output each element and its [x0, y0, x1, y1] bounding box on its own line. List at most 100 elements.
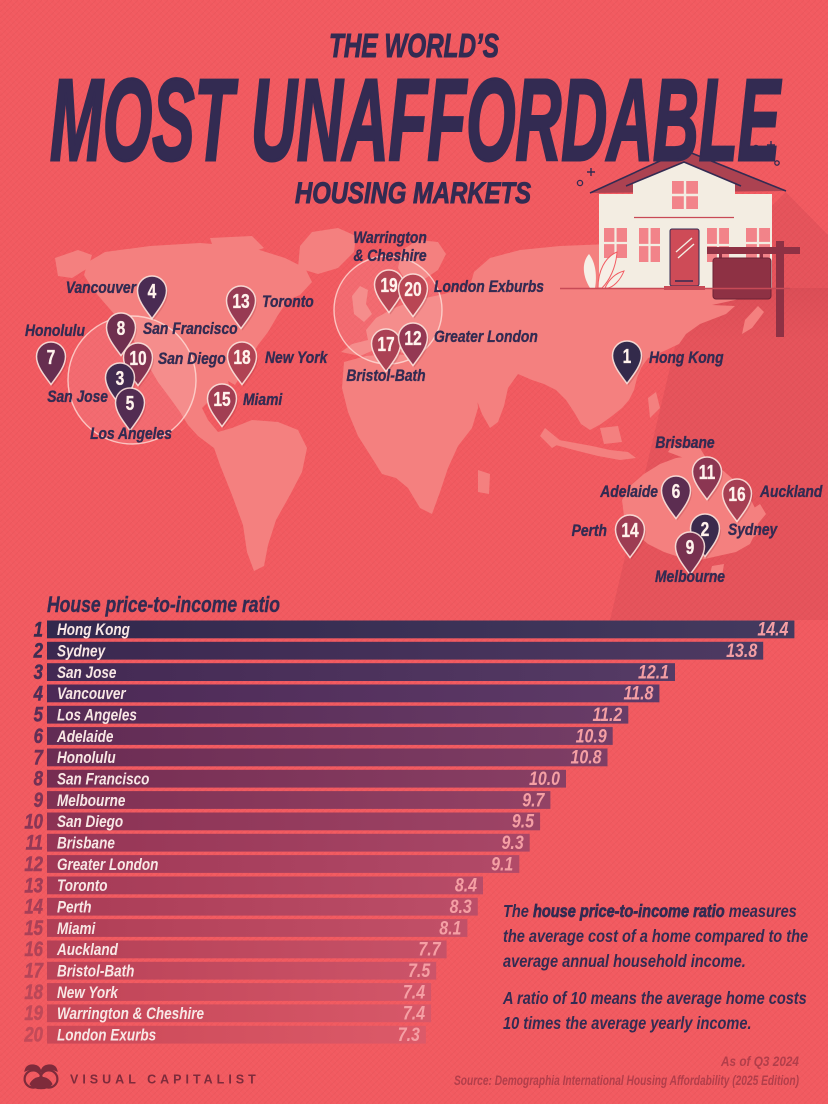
svg-text:6: 6	[34, 725, 44, 748]
svg-text:Auckland: Auckland	[759, 483, 823, 501]
svg-text:Los Angeles: Los Angeles	[57, 706, 137, 725]
svg-text:16: 16	[24, 938, 43, 961]
svg-text:12.1: 12.1	[638, 661, 669, 683]
svg-text:A ratio of 10 means the averag: A ratio of 10 means the average home cos…	[502, 989, 807, 1009]
svg-text:average annual household incom: average annual household income.	[503, 952, 746, 972]
svg-text:9.7: 9.7	[522, 789, 545, 811]
svg-text:Bristol-Bath: Bristol-Bath	[57, 962, 134, 981]
svg-text:Toronto: Toronto	[57, 877, 108, 896]
svg-text:17: 17	[377, 333, 394, 356]
svg-text:16: 16	[728, 483, 745, 506]
svg-text:14: 14	[24, 896, 43, 919]
svg-text:Toronto: Toronto	[262, 293, 314, 311]
svg-text:Greater London: Greater London	[57, 856, 158, 875]
svg-text:9: 9	[686, 536, 695, 559]
svg-text:London Exurbs: London Exurbs	[57, 1026, 156, 1045]
svg-text:Melbourne: Melbourne	[57, 792, 125, 811]
svg-text:Honolulu: Honolulu	[25, 322, 86, 340]
svg-text:13.8: 13.8	[726, 640, 757, 662]
svg-text:18: 18	[24, 981, 43, 1004]
svg-text:The house price-to-income rati: The house price-to-income ratio measures	[503, 902, 797, 922]
svg-text:13: 13	[232, 290, 249, 313]
svg-text:7.7: 7.7	[418, 938, 441, 960]
svg-text:10.8: 10.8	[570, 746, 601, 768]
svg-text:Hong Kong: Hong Kong	[649, 349, 724, 367]
svg-text:10.9: 10.9	[576, 725, 607, 747]
svg-text:Auckland: Auckland	[56, 941, 118, 960]
svg-text:1: 1	[623, 345, 632, 368]
svg-text:New York: New York	[57, 984, 119, 1003]
svg-text:Warrington & Cheshire: Warrington & Cheshire	[57, 1005, 204, 1024]
svg-text:Miami: Miami	[57, 920, 96, 939]
svg-text:As of Q3 2024: As of Q3 2024	[720, 1053, 799, 1069]
svg-text:2: 2	[33, 640, 43, 663]
svg-text:Adelaide: Adelaide	[599, 483, 658, 501]
svg-text:Vancouver: Vancouver	[66, 279, 137, 297]
svg-text:5: 5	[34, 704, 44, 727]
svg-text:Hong Kong: Hong Kong	[57, 621, 130, 640]
svg-text:HOUSING MARKETS: HOUSING MARKETS	[295, 177, 531, 210]
svg-text:9.5: 9.5	[512, 810, 534, 832]
svg-text:Perth: Perth	[57, 898, 92, 917]
svg-text:San Diego: San Diego	[57, 813, 123, 832]
svg-text:Warrington: Warrington	[353, 229, 427, 247]
svg-text:8: 8	[117, 317, 126, 340]
svg-text:VISUAL CAPITALIST: VISUAL CAPITALIST	[70, 1073, 260, 1087]
svg-text:Honolulu: Honolulu	[57, 749, 116, 768]
svg-text:19: 19	[24, 1002, 43, 1025]
svg-text:11: 11	[26, 832, 43, 855]
svg-text:Greater London: Greater London	[434, 328, 538, 346]
svg-text:15: 15	[24, 917, 43, 940]
svg-text:Bristol-Bath: Bristol-Bath	[346, 367, 425, 385]
svg-text:7.4: 7.4	[403, 1002, 425, 1024]
svg-text:9.1: 9.1	[491, 853, 513, 875]
svg-text:9.3: 9.3	[502, 832, 524, 854]
svg-text:4: 4	[33, 682, 43, 705]
svg-text:11.8: 11.8	[624, 682, 654, 704]
svg-text:7.3: 7.3	[398, 1024, 420, 1046]
svg-text:San Jose: San Jose	[57, 664, 116, 683]
svg-text:10: 10	[24, 810, 43, 833]
svg-text:San Francisco: San Francisco	[57, 770, 149, 789]
svg-text:20: 20	[23, 1024, 43, 1047]
svg-text:18: 18	[233, 346, 250, 369]
svg-text:Vancouver: Vancouver	[57, 685, 127, 704]
svg-text:7.5: 7.5	[408, 960, 430, 982]
svg-text:12: 12	[404, 327, 421, 350]
svg-text:19: 19	[380, 274, 397, 297]
svg-text:House price-to-income ratio: House price-to-income ratio	[47, 592, 280, 617]
svg-text:6: 6	[672, 480, 681, 503]
svg-text:Los Angeles: Los Angeles	[90, 425, 172, 443]
svg-text:9: 9	[34, 789, 44, 812]
svg-text:11: 11	[699, 461, 715, 484]
svg-text:7: 7	[34, 746, 44, 769]
svg-text:Melbourne: Melbourne	[655, 568, 725, 586]
svg-text:2: 2	[701, 518, 710, 541]
svg-text:New York: New York	[265, 349, 329, 367]
svg-text:Source: Demographia Internatio: Source: Demographia International Housin…	[454, 1072, 799, 1088]
svg-text:3: 3	[116, 367, 125, 390]
svg-text:5: 5	[126, 392, 135, 415]
svg-text:Adelaide: Adelaide	[56, 728, 113, 747]
svg-text:14: 14	[621, 519, 639, 542]
svg-text:MOST UNAFFORDABLE: MOST UNAFFORDABLE	[50, 55, 782, 185]
svg-text:Perth: Perth	[572, 522, 607, 540]
svg-text:8: 8	[34, 768, 44, 791]
svg-text:Sydney: Sydney	[57, 642, 107, 661]
svg-text:& Cheshire: & Cheshire	[353, 247, 427, 265]
svg-text:San Diego: San Diego	[158, 350, 226, 368]
svg-text:14.4: 14.4	[757, 618, 788, 640]
svg-text:the average cost of a home com: the average cost of a home compared to t…	[503, 927, 808, 947]
svg-text:4: 4	[148, 280, 157, 303]
svg-text:12: 12	[24, 853, 43, 876]
svg-text:7.4: 7.4	[403, 981, 425, 1003]
svg-text:Brisbane: Brisbane	[57, 834, 115, 853]
svg-text:8.4: 8.4	[455, 874, 477, 896]
svg-text:Miami: Miami	[243, 391, 283, 409]
svg-text:Brisbane: Brisbane	[655, 434, 715, 452]
svg-text:1: 1	[34, 618, 43, 641]
svg-text:San Jose: San Jose	[47, 388, 108, 406]
svg-text:THE WORLD’S: THE WORLD’S	[329, 27, 499, 64]
svg-text:San Francisco: San Francisco	[143, 320, 238, 338]
svg-text:8.1: 8.1	[439, 917, 461, 939]
